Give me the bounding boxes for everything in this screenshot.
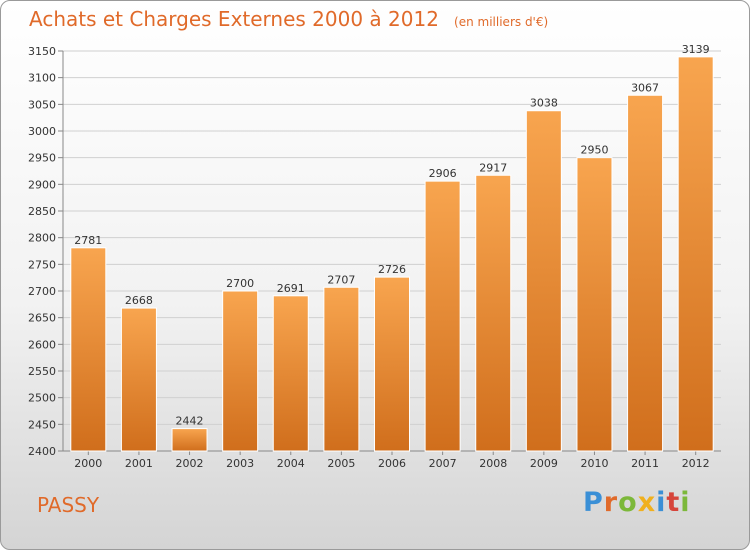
bars xyxy=(70,56,714,452)
data-label-2001: 2668 xyxy=(125,294,153,307)
chart-unit: (en milliers d'€) xyxy=(454,15,549,29)
y-tick-label: 2800 xyxy=(28,232,56,245)
data-label-2004: 2691 xyxy=(277,282,305,295)
logo-letter: r xyxy=(603,487,619,518)
logo-letter: P xyxy=(583,487,604,518)
bar-2010 xyxy=(576,157,613,452)
x-tick-label-2011: 2011 xyxy=(631,457,659,470)
x-tick-label-2008: 2008 xyxy=(479,457,507,470)
data-label-2003: 2700 xyxy=(226,277,254,290)
bar-2005 xyxy=(323,286,360,452)
bar-2006 xyxy=(374,276,410,452)
y-tick-label: 2550 xyxy=(28,365,56,378)
logo-letter: o xyxy=(618,487,638,518)
x-tick-label-2004: 2004 xyxy=(277,457,305,470)
chart-title-text: Achats et Charges Externes 2000 à 2012 xyxy=(29,7,439,31)
logo-letter: i xyxy=(680,487,691,518)
bar-2009 xyxy=(525,110,562,452)
y-tick-label: 2450 xyxy=(28,418,56,431)
y-tick-label: 2650 xyxy=(28,312,56,325)
bar-2000 xyxy=(70,247,107,452)
logo-letter: i xyxy=(656,487,667,518)
y-tick-label: 2850 xyxy=(28,205,56,218)
x-tick-label-2003: 2003 xyxy=(226,457,254,470)
x-tick-label-2001: 2001 xyxy=(125,457,153,470)
data-label-2011: 3067 xyxy=(631,81,659,94)
x-tick-label-2000: 2000 xyxy=(74,457,102,470)
bar-2003 xyxy=(222,290,259,452)
logo-letter: t xyxy=(666,487,681,518)
data-label-2002: 2442 xyxy=(176,415,204,428)
y-tick-label: 3050 xyxy=(28,98,56,111)
y-tick-label: 2900 xyxy=(28,178,56,191)
bar-2012 xyxy=(677,56,714,452)
bar-2004 xyxy=(272,295,309,452)
bar-2001 xyxy=(120,307,157,452)
bar-2007 xyxy=(424,180,461,452)
x-tick-label-2010: 2010 xyxy=(580,457,608,470)
data-label-2012: 3139 xyxy=(682,43,710,56)
bar-2011 xyxy=(627,94,664,452)
y-tick-label: 2950 xyxy=(28,152,56,165)
x-tick-label-2009: 2009 xyxy=(530,457,558,470)
data-label-2006: 2726 xyxy=(378,263,406,276)
data-label-2008: 2917 xyxy=(479,161,507,174)
axes: 2400 2450 2500 2550 2600 2650 2700 2750 2800 2850… xyxy=(28,45,721,470)
commune-name: PASSY xyxy=(37,493,100,517)
x-tick-label-2005: 2005 xyxy=(327,457,355,470)
y-tick-label: 3100 xyxy=(28,72,56,85)
logo-letter: x xyxy=(637,487,657,518)
data-label-2007: 2906 xyxy=(429,167,457,180)
data-label-2009: 3038 xyxy=(530,97,558,110)
data-label-2005: 2707 xyxy=(327,273,355,286)
x-tick-label-2002: 2002 xyxy=(176,457,204,470)
y-tick-label: 2600 xyxy=(28,338,56,351)
y-tick-label: 3150 xyxy=(28,45,56,58)
x-tick-label-2007: 2007 xyxy=(429,457,457,470)
bar-2002 xyxy=(171,428,208,452)
x-tick-label-2012: 2012 xyxy=(682,457,710,470)
y-tick-label: 2750 xyxy=(28,258,56,271)
data-labels: 2781 2668 2442 2700 2691 2707 2726 2906 2917 3038… xyxy=(74,43,709,428)
chart-title: Achats et Charges Externes 2000 à 2012 (… xyxy=(29,7,548,31)
y-tick-label: 2500 xyxy=(28,392,56,405)
y-tick-label: 2700 xyxy=(28,285,56,298)
y-tick-label: 2400 xyxy=(28,445,56,458)
proxiti-logo[interactable]: Proxiti xyxy=(583,487,691,518)
data-label-2010: 2950 xyxy=(580,144,608,157)
y-tick-label: 3000 xyxy=(28,125,56,138)
x-tick-label-2006: 2006 xyxy=(378,457,406,470)
bar-2008 xyxy=(475,174,512,452)
data-label-2000: 2781 xyxy=(74,234,102,247)
